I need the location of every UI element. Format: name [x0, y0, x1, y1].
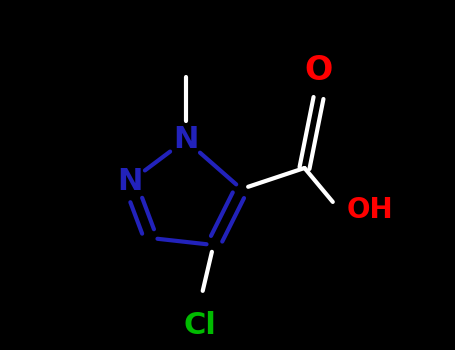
Text: N: N	[173, 126, 198, 154]
Text: O: O	[304, 55, 333, 88]
Text: Cl: Cl	[183, 312, 216, 341]
Text: OH: OH	[347, 196, 393, 224]
Text: N: N	[117, 168, 142, 196]
